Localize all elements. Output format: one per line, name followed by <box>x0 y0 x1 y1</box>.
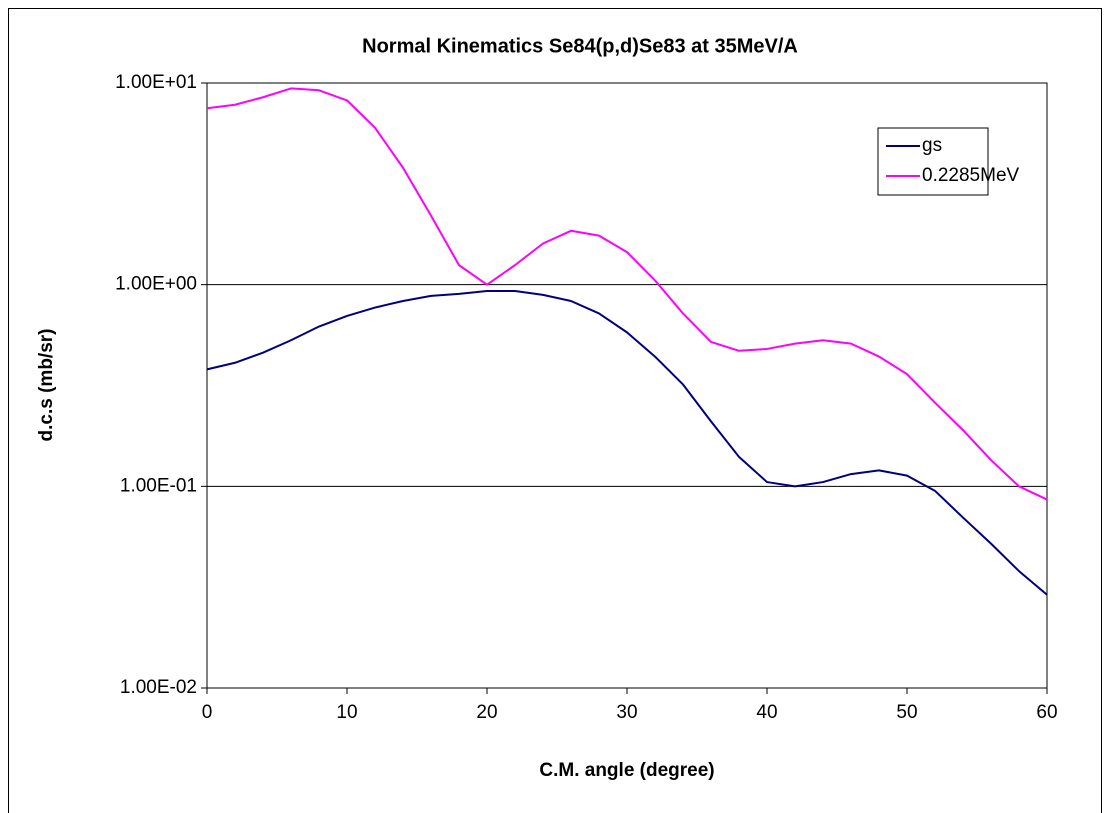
plot-area <box>206 82 1048 689</box>
x-tick-label: 10 <box>336 702 357 723</box>
y-tick-label: 1.00E-01 <box>120 475 197 496</box>
legend-label: gs <box>922 135 942 156</box>
y-tick-label: 1.00E+01 <box>115 72 197 93</box>
chart-title: Normal Kinematics Se84(p,d)Se83 at 35MeV… <box>362 35 798 57</box>
y-axis-label: d.c.s (mb/sr) <box>36 329 57 442</box>
legend-label: 0.2285MeV <box>922 165 1020 186</box>
x-tick-label: 40 <box>756 702 777 723</box>
y-tick-label: 1.00E+00 <box>115 274 197 295</box>
legend: gs 0.2285MeV <box>877 127 1020 196</box>
x-tick-label: 60 <box>1036 702 1057 723</box>
x-axis-label: C.M. angle (degree) <box>539 760 714 781</box>
data-line <box>206 290 1048 596</box>
x-tick-label: 20 <box>476 702 497 723</box>
data-line <box>206 87 1048 501</box>
y-tick-label: 1.00E-02 <box>120 677 197 698</box>
x-tick-label: 50 <box>896 702 917 723</box>
x-tick-label: 0 <box>202 702 213 723</box>
legend-box <box>877 127 989 196</box>
x-tick-label: 30 <box>616 702 637 723</box>
